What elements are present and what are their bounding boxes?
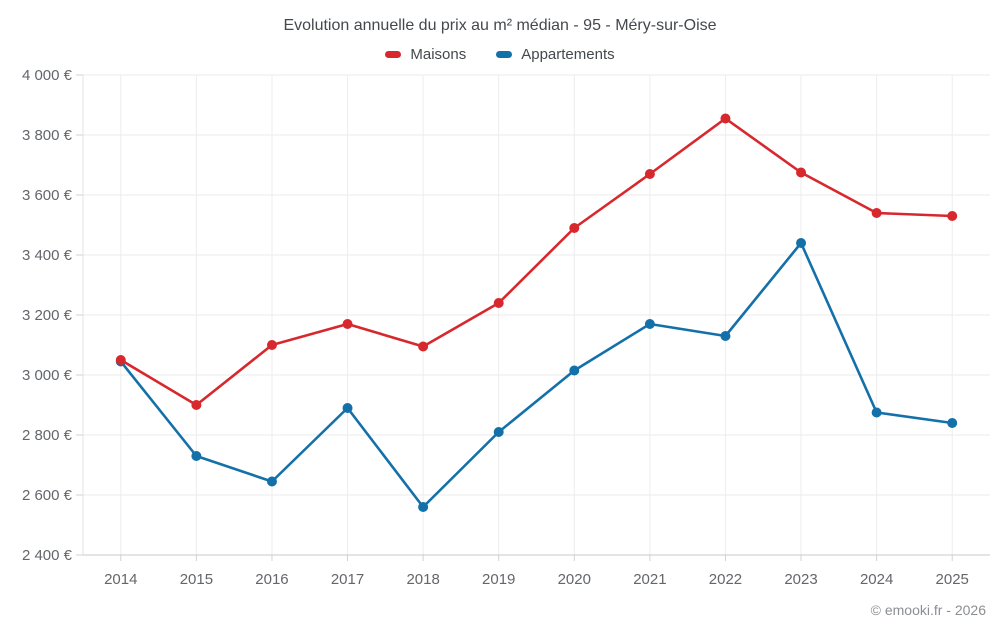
- point-appartements-2017[interactable]: [342, 403, 353, 413]
- series-line-appartements: [119, 241, 954, 509]
- point-appartements-2019[interactable]: [493, 427, 504, 437]
- y-tick-label: 2 600 €: [22, 487, 73, 504]
- point-maisons-2025[interactable]: [947, 211, 958, 221]
- point-appartements-2018[interactable]: [418, 502, 429, 512]
- x-tick-label: 2025: [936, 571, 969, 588]
- y-tick-label: 3 600 €: [22, 187, 73, 204]
- point-appartements-2021[interactable]: [644, 319, 655, 329]
- y-tick-label: 3 000 €: [22, 367, 73, 384]
- legend-item-maisons[interactable]: Maisons: [385, 46, 466, 63]
- y-tick-label: 4 000 €: [22, 67, 73, 84]
- y-tick-label: 2 400 €: [22, 547, 73, 564]
- y-tick-label: 3 400 €: [22, 247, 73, 264]
- y-tick-label: 3 200 €: [22, 307, 73, 324]
- point-maisons-2024[interactable]: [871, 208, 882, 218]
- legend-swatch-appartements-icon: [496, 51, 513, 58]
- point-appartements-2024[interactable]: [871, 407, 882, 418]
- point-appartements-2015[interactable]: [191, 451, 202, 461]
- point-maisons-2015[interactable]: [191, 400, 202, 410]
- point-maisons-2020[interactable]: [569, 223, 580, 233]
- legend: Maisons Appartements: [0, 46, 1000, 63]
- gridlines: [76, 74, 990, 561]
- point-maisons-2023[interactable]: [796, 167, 807, 178]
- legend-label-appartements: Appartements: [521, 46, 615, 63]
- point-appartements-2016[interactable]: [266, 476, 277, 487]
- y-tick-label: 2 800 €: [22, 427, 73, 444]
- x-tick-label: 2016: [255, 571, 288, 588]
- point-maisons-2017[interactable]: [342, 319, 353, 329]
- point-appartements-2023[interactable]: [796, 238, 807, 248]
- point-maisons-2014[interactable]: [115, 355, 126, 365]
- series-line-maisons: [119, 117, 954, 407]
- x-tick-label: 2015: [180, 571, 213, 588]
- point-maisons-2021[interactable]: [644, 169, 655, 179]
- point-maisons-2019[interactable]: [493, 298, 504, 308]
- legend-item-appartements[interactable]: Appartements: [496, 46, 615, 63]
- x-tick-label: 2021: [633, 571, 666, 588]
- point-maisons-2016[interactable]: [266, 340, 277, 350]
- x-tick-label: 2024: [860, 571, 893, 588]
- legend-swatch-maisons-icon: [385, 51, 402, 58]
- point-maisons-2018[interactable]: [418, 341, 429, 352]
- copyright-watermark: © emooki.fr - 2026: [870, 602, 986, 618]
- x-tick-label: 2014: [104, 571, 137, 588]
- x-tick-label: 2023: [784, 571, 817, 588]
- x-tick-label: 2020: [558, 571, 591, 588]
- point-appartements-2022[interactable]: [720, 331, 731, 341]
- x-tick-label: 2019: [482, 571, 515, 588]
- point-appartements-2025[interactable]: [947, 418, 958, 428]
- point-appartements-2020[interactable]: [569, 365, 580, 376]
- point-maisons-2022[interactable]: [720, 113, 731, 124]
- x-tick-label: 2018: [406, 571, 439, 588]
- legend-label-maisons: Maisons: [410, 46, 467, 63]
- y-tick-label: 3 800 €: [22, 127, 73, 144]
- chart-title: Evolution annuelle du prix au m² médian …: [283, 17, 717, 34]
- x-tick-label: 2017: [331, 571, 364, 588]
- x-tick-label: 2022: [709, 571, 742, 588]
